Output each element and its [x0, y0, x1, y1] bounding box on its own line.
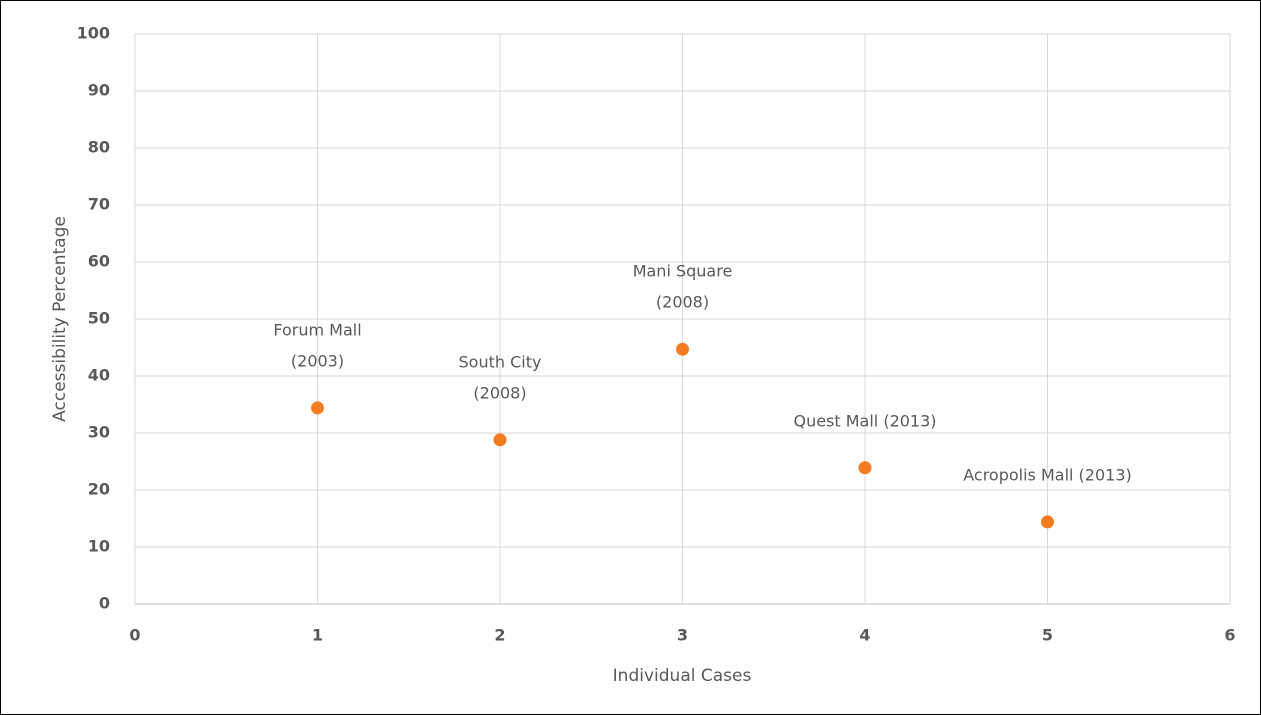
y-tick-label: 0 — [99, 594, 110, 613]
point-label: Acropolis Mall (2013) — [963, 465, 1132, 484]
point — [311, 401, 324, 415]
point-label: (2008) — [656, 293, 709, 312]
y-tick-label: 70 — [88, 195, 110, 214]
y-tick-label: 50 — [88, 309, 110, 328]
point — [676, 342, 689, 356]
point-label: Quest Mall (2013) — [793, 411, 936, 430]
y-tick-label: 10 — [88, 537, 110, 556]
x-tick-label: 1 — [312, 626, 323, 645]
y-tick-label: 100 — [77, 24, 110, 43]
y-tick-label: 30 — [88, 423, 110, 442]
y-axis-title: Accessibility Percentage — [50, 216, 70, 422]
point — [858, 461, 872, 475]
point-label: Mani Square — [633, 262, 733, 281]
x-tick-label: 5 — [1042, 626, 1053, 645]
x-tick-label: 6 — [1224, 626, 1235, 645]
point-label: South City — [459, 352, 542, 371]
point-label: (2008) — [473, 383, 526, 402]
y-tick-label: 90 — [88, 81, 110, 100]
x-tick-label: 3 — [677, 626, 688, 645]
point-label: (2003) — [291, 351, 344, 370]
y-tick-label: 40 — [88, 366, 110, 385]
y-tick-label: 20 — [88, 480, 110, 499]
x-axis-title: Individual Cases — [613, 666, 752, 686]
x-tick-label: 0 — [129, 626, 140, 645]
y-tick-label: 60 — [88, 252, 110, 271]
point — [1041, 515, 1054, 529]
point-label: Forum Mall — [273, 320, 361, 339]
point — [493, 433, 507, 447]
x-tick-label: 2 — [494, 626, 505, 645]
y-tick-label: 80 — [88, 138, 110, 157]
x-tick-label: 4 — [859, 626, 870, 645]
